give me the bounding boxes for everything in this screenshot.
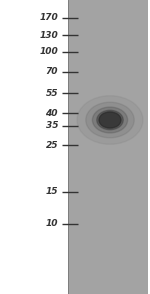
Text: 10: 10 [45, 220, 58, 228]
Text: 70: 70 [45, 68, 58, 76]
Ellipse shape [99, 112, 121, 128]
Ellipse shape [97, 110, 123, 130]
Text: 15: 15 [45, 188, 58, 196]
Text: 25: 25 [45, 141, 58, 150]
Bar [68, 0, 148, 294]
Ellipse shape [92, 107, 128, 133]
Ellipse shape [77, 96, 143, 144]
Text: 55: 55 [45, 88, 58, 98]
Text: 35: 35 [45, 121, 58, 131]
Text: 100: 100 [39, 48, 58, 56]
Text: 170: 170 [39, 14, 58, 23]
Ellipse shape [86, 102, 134, 138]
Text: 40: 40 [45, 108, 58, 118]
Text: 130: 130 [39, 31, 58, 39]
